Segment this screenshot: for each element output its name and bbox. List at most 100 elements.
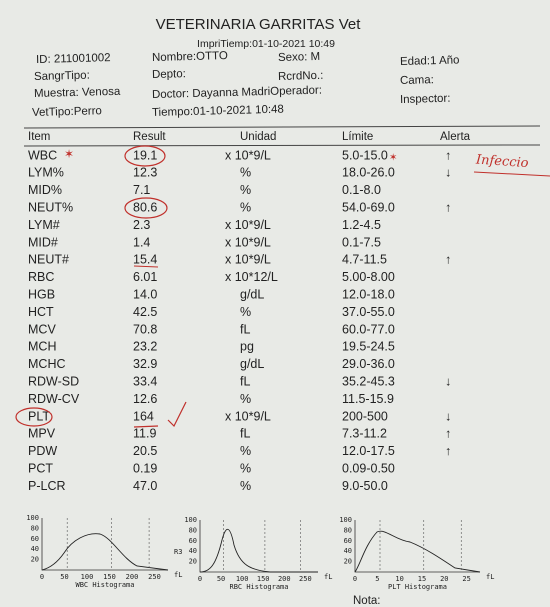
x-tick-label: 0 [353, 575, 357, 583]
circle-mark [124, 197, 168, 219]
result-cell: 1.4 [133, 235, 150, 249]
info-field: VetTipo:Perro [32, 105, 102, 119]
limit-cell: 18.0-26.0 [342, 166, 395, 180]
y-tick-label: 40 [31, 545, 39, 553]
x-tick-label: 10 [395, 575, 403, 583]
underline-mark [133, 265, 159, 268]
unit-cell: % [240, 479, 251, 493]
limit-cell: 200-500 [342, 409, 388, 423]
result-cell: 42.5 [133, 305, 157, 319]
unit-cell: fL [240, 322, 250, 336]
result-cell: 32.9 [133, 357, 157, 371]
histogram-title: RBC Histograma [229, 583, 288, 591]
alert-cell: ↓ [445, 409, 451, 423]
result-cell: 33.4 [133, 374, 157, 388]
item-cell: MPV [28, 427, 56, 441]
unit-cell: % [240, 200, 251, 214]
info-field: RcrdNo.: [278, 70, 324, 83]
unit-cell: x 10*9/L [225, 235, 271, 249]
alert-cell: ↑ [445, 148, 451, 162]
header-rule [23, 125, 541, 129]
item-cell: MCHC [28, 357, 66, 371]
result-cell: 19.1 [133, 148, 157, 162]
histogram-title: PLT Histograma [388, 583, 447, 591]
x-tick-label: 50 [217, 575, 225, 583]
limit-cell: 29.0-36.0 [342, 357, 395, 371]
result-cell: 12.6 [133, 392, 157, 406]
item-cell: RDW-CV [28, 392, 80, 406]
result-cell: 6.01 [133, 270, 157, 284]
result-cell: 15.4 [133, 253, 157, 267]
y-tick-label: 20 [31, 556, 39, 564]
alert-cell: ↑ [445, 427, 451, 441]
limit-cell: 54.0-69.0 [342, 200, 395, 214]
title: VETERINARIA GARRITAS Vet [156, 16, 362, 33]
unit-cell: x 10*9/L [225, 218, 271, 232]
unit-cell: % [240, 305, 251, 319]
y-tick-label: 80 [189, 526, 197, 534]
check-mark [167, 401, 187, 428]
x-tick-label: 15 [418, 575, 426, 583]
result-cell: 2.3 [133, 218, 150, 232]
x-tick-label: 250 [148, 573, 161, 581]
x-tick-label: 25 [462, 575, 470, 583]
info-field: Doctor: Dayanna MadriOperador: [152, 85, 322, 101]
alert-cell: ↑ [445, 444, 451, 458]
item-cell: RBC [28, 270, 54, 284]
item-cell: PDW [28, 444, 57, 458]
info-field: Depto: [152, 68, 186, 81]
x-tick-label: 200 [278, 575, 291, 583]
limit-cell: 19.5-24.5 [342, 340, 395, 354]
x-tick-label: 100 [81, 573, 94, 581]
x-tick-label: 150 [103, 573, 116, 581]
y-tick-label: 20 [189, 558, 197, 566]
y-tick-label: 40 [189, 547, 197, 555]
underline-mark [473, 171, 550, 177]
unit-cell: x 10*9/L [225, 253, 271, 267]
item-cell: HGB [28, 287, 55, 301]
limit-cell: 0.09-0.50 [342, 461, 395, 475]
result-cell: 11.9 [133, 427, 156, 441]
x-tick-label: 200 [126, 573, 139, 581]
item-cell: PCT [28, 461, 53, 475]
x-tick-label: 250 [299, 575, 312, 583]
item-cell: PLT [28, 409, 50, 423]
y-tick-label: 100 [26, 514, 39, 522]
info-field: SangrTipo: [34, 70, 90, 83]
y-tick-label: 80 [31, 524, 39, 532]
histogram-curve [354, 530, 481, 573]
unit-cell: fL [240, 427, 250, 441]
limit-cell: 4.7-11.5 [342, 253, 387, 267]
unit-cell: % [240, 461, 251, 475]
histogram-title: WBC Histograma [75, 581, 134, 589]
limit-cell: 35.2-45.3 [342, 374, 395, 388]
item-cell: RDW-SD [28, 374, 79, 388]
item-cell: WBC [28, 148, 57, 162]
x-tick-label: 50 [60, 573, 68, 581]
unit-label: fL [324, 573, 332, 581]
column-header: Result [133, 131, 166, 143]
y-tick-label: 40 [344, 547, 352, 555]
limit-cell: 5.0-15.0 [342, 148, 388, 162]
limit-cell: 12.0-17.5 [342, 444, 395, 458]
limit-cell: 0.1-7.5 [342, 235, 381, 249]
limit-cell: 7.3-11.2 [342, 427, 387, 441]
info-field: Sexo: M [278, 51, 320, 64]
item-cell: MID% [28, 183, 62, 197]
footer-note: Nota: [353, 595, 381, 607]
star-mark: ✶ [64, 147, 74, 161]
circle-mark [124, 145, 166, 167]
alert-cell: ↓ [445, 374, 451, 388]
x-tick-label: 0 [40, 573, 44, 581]
item-cell: LYM# [28, 218, 60, 232]
info-field: Cama: [400, 74, 434, 87]
y-tick-label: 80 [344, 526, 352, 534]
y-tick-label: 60 [344, 537, 352, 545]
header-rule [23, 144, 541, 147]
x-tick-label: 150 [257, 575, 270, 583]
result-cell: 12.3 [133, 166, 157, 180]
print-time: ImpriTiemp:01-10-2021 10:49 [197, 38, 335, 50]
unit-label: fL [486, 573, 494, 581]
unit-cell: g/dL [240, 287, 264, 301]
